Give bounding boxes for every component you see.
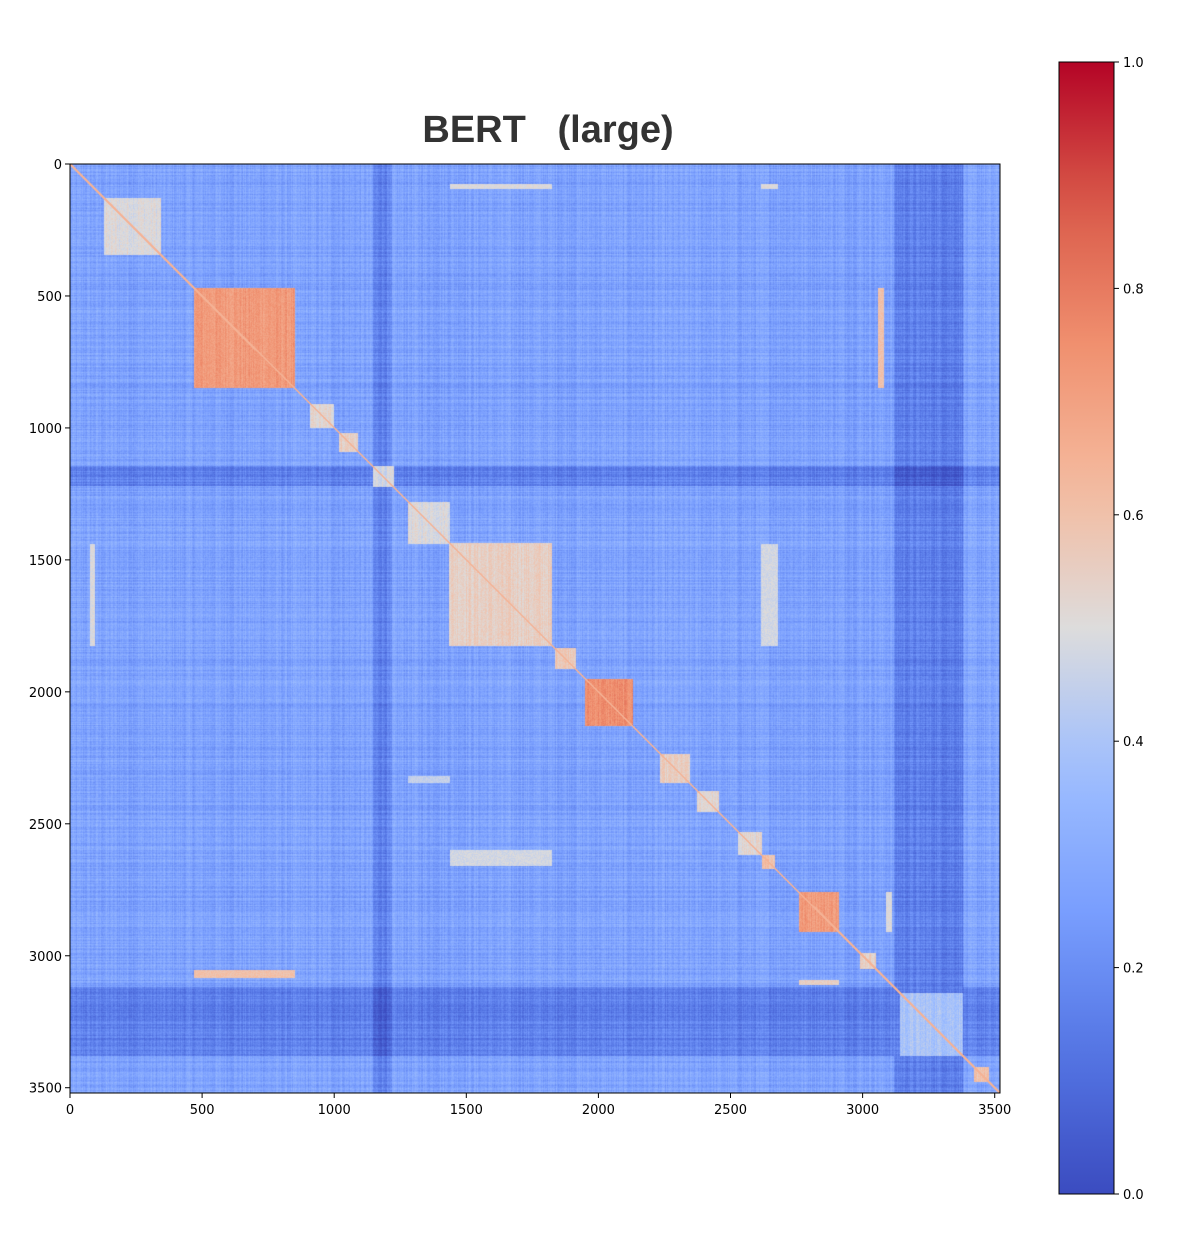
y-tick-label: 3000 — [29, 950, 62, 965]
heatmap-canvas-wrap — [70, 164, 1000, 1093]
colorbar-tick-label: 0.4 — [1123, 735, 1144, 750]
x-tick-label: 2500 — [714, 1103, 747, 1118]
colorbar-axis: 0.0 0.2 0.4 0.6 0.8 1.0 — [1114, 56, 1144, 1203]
colorbar-tick-label: 0.2 — [1123, 962, 1144, 977]
heatmap-cells — [70, 164, 1000, 1093]
y-axis: 0 500 1000 1500 2000 2500 3000 3500 — [29, 158, 70, 1097]
y-tick-label: 1000 — [29, 422, 62, 437]
colorbar-tick-label: 0.6 — [1123, 509, 1144, 524]
x-tick-label: 3500 — [978, 1103, 1011, 1118]
plot-frame — [69, 163, 1001, 1094]
x-tick-label: 2000 — [582, 1103, 615, 1118]
y-tick-label: 3500 — [29, 1082, 62, 1097]
colorbar-tick-label: 0.0 — [1123, 1188, 1144, 1203]
colorbar-tick-label: 0.8 — [1123, 282, 1144, 297]
x-tick-label: 0 — [66, 1103, 74, 1118]
y-tick-label: 2000 — [29, 686, 62, 701]
chart-title: BERT (large) — [422, 109, 673, 151]
x-tick-label: 1500 — [450, 1103, 483, 1118]
colorbar-tick-label: 1.0 — [1123, 56, 1144, 71]
colorbar — [1058, 61, 1115, 1195]
x-tick-label: 500 — [190, 1103, 215, 1118]
y-tick-label: 2500 — [29, 818, 62, 833]
x-tick-label: 1000 — [318, 1103, 351, 1118]
x-tick-label: 3000 — [846, 1103, 879, 1118]
x-axis: 0 500 1000 1500 2000 2500 3000 3500 — [66, 1093, 1011, 1118]
y-tick-label: 0 — [54, 158, 62, 173]
y-tick-label: 1500 — [29, 554, 62, 569]
y-tick-label: 500 — [37, 290, 62, 305]
